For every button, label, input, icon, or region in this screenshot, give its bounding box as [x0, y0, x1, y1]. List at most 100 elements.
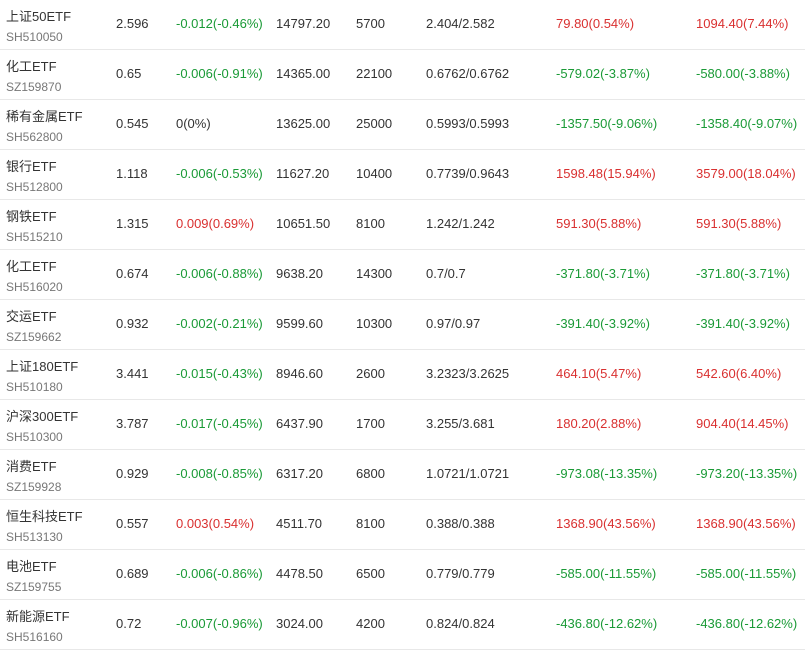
holding-profit-loss: -436.80(-12.62%) — [556, 616, 658, 631]
fund-code: SZ159755 — [6, 580, 62, 594]
table-row[interactable]: 电池ETF SZ159755 0.689 -0.006(-0.86%) 4478… — [0, 550, 805, 600]
fund-name[interactable]: 钢铁ETF — [6, 209, 57, 224]
fund-code: SH510050 — [6, 30, 63, 44]
price-change: 0.003(0.54%) — [176, 516, 255, 531]
market-value: 3024.00 — [276, 616, 323, 631]
table-row[interactable]: 稀有金属ETF SH562800 0.545 0(0%) 13625.00 25… — [0, 100, 805, 150]
fund-code: SH510180 — [6, 380, 63, 394]
market-value: 11627.20 — [276, 166, 330, 181]
price-change: -0.006(-0.53%) — [176, 166, 263, 181]
price-change: -0.006(-0.91%) — [176, 66, 263, 81]
total-profit-loss: -585.00(-11.55%) — [696, 566, 797, 581]
fund-name-cell[interactable]: 上证180ETF SH510180 — [6, 359, 78, 395]
fund-code: SZ159928 — [6, 480, 62, 494]
holding-quantity: 2600 — [356, 366, 385, 381]
table-row[interactable]: 上证180ETF SH510180 3.441 -0.015(-0.43%) 8… — [0, 350, 805, 400]
fund-code: SH516020 — [6, 280, 63, 294]
table-row[interactable]: 上证50ETF SH510050 2.596 -0.012(-0.46%) 14… — [0, 0, 805, 50]
table-row[interactable]: 化工ETF SH516020 0.674 -0.006(-0.88%) 9638… — [0, 250, 805, 300]
cost-price: 0.5993/0.5993 — [426, 116, 510, 131]
cost-price: 0.7/0.7 — [426, 266, 466, 281]
total-profit-loss: -1358.40(-9.07%) — [696, 116, 798, 131]
total-profit-loss: -973.20(-13.35%) — [696, 466, 798, 481]
total-profit-loss: 3579.00(18.04%) — [696, 166, 796, 181]
fund-name-cell[interactable]: 上证50ETF SH510050 — [6, 9, 71, 45]
fund-name[interactable]: 上证50ETF — [6, 9, 72, 24]
fund-name[interactable]: 上证180ETF — [6, 359, 79, 374]
fund-name-cell[interactable]: 稀有金属ETF SH562800 — [6, 109, 83, 145]
cost-price: 0.6762/0.6762 — [426, 66, 510, 81]
fund-code: SZ159870 — [6, 80, 62, 94]
fund-code: SH562800 — [6, 130, 63, 144]
table-row[interactable]: 消费ETF SZ159928 0.929 -0.008(-0.85%) 6317… — [0, 450, 805, 500]
table-row[interactable]: 银行ETF SH512800 1.118 -0.006(-0.53%) 1162… — [0, 150, 805, 200]
market-value: 6437.90 — [276, 416, 323, 431]
fund-name-cell[interactable]: 恒生科技ETF SH513130 — [6, 509, 83, 545]
fund-name[interactable]: 消费ETF — [6, 459, 57, 474]
fund-name[interactable]: 沪深300ETF — [6, 409, 79, 424]
fund-name-cell[interactable]: 电池ETF SZ159755 — [6, 559, 61, 595]
total-profit-loss: -436.80(-12.62%) — [696, 616, 798, 631]
holding-quantity: 4200 — [356, 616, 385, 631]
latest-price: 0.932 — [116, 316, 149, 331]
holding-quantity: 25000 — [356, 116, 393, 131]
price-change: -0.015(-0.43%) — [176, 366, 263, 381]
fund-name-cell[interactable]: 化工ETF SH516020 — [6, 259, 63, 295]
fund-name[interactable]: 稀有金属ETF — [6, 109, 83, 124]
fund-name-cell[interactable]: 钢铁ETF SH515210 — [6, 209, 63, 245]
latest-price: 0.557 — [116, 516, 149, 531]
fund-name-cell[interactable]: 银行ETF SH512800 — [6, 159, 63, 195]
latest-price: 0.545 — [116, 116, 149, 131]
fund-name[interactable]: 恒生科技ETF — [6, 509, 83, 524]
market-value: 13625.00 — [276, 116, 331, 131]
fund-code: SZ159662 — [6, 330, 62, 344]
market-value: 10651.50 — [276, 216, 331, 231]
fund-code: SH516160 — [6, 630, 63, 644]
total-profit-loss: 542.60(6.40%) — [696, 366, 782, 381]
latest-price: 3.441 — [116, 366, 149, 381]
holding-profit-loss: 79.80(0.54%) — [556, 16, 635, 31]
holding-profit-loss: 591.30(5.88%) — [556, 216, 642, 231]
total-profit-loss: 591.30(5.88%) — [696, 216, 782, 231]
fund-name-cell[interactable]: 沪深300ETF SH510300 — [6, 409, 78, 445]
table-row[interactable]: 交运ETF SZ159662 0.932 -0.002(-0.21%) 9599… — [0, 300, 805, 350]
fund-name[interactable]: 化工ETF — [6, 59, 57, 74]
holding-profit-loss: -973.08(-13.35%) — [556, 466, 658, 481]
fund-name[interactable]: 化工ETF — [6, 259, 57, 274]
latest-price: 0.689 — [116, 566, 149, 581]
holding-profit-loss: 464.10(5.47%) — [556, 366, 642, 381]
fund-name[interactable]: 电池ETF — [6, 559, 57, 574]
table-row[interactable]: 新能源ETF SH516160 0.72 -0.007(-0.96%) 3024… — [0, 600, 805, 650]
fund-name[interactable]: 新能源ETF — [6, 609, 70, 624]
cost-price: 0.97/0.97 — [426, 316, 481, 331]
market-value: 14797.20 — [276, 16, 331, 31]
table-row[interactable]: 恒生科技ETF SH513130 0.557 0.003(0.54%) 4511… — [0, 500, 805, 550]
holding-quantity: 14300 — [356, 266, 393, 281]
table-row[interactable]: 沪深300ETF SH510300 3.787 -0.017(-0.45%) 6… — [0, 400, 805, 450]
fund-name-cell[interactable]: 化工ETF SZ159870 — [6, 59, 61, 95]
holding-quantity: 6500 — [356, 566, 385, 581]
fund-name-cell[interactable]: 消费ETF SZ159928 — [6, 459, 61, 495]
market-value: 9599.60 — [276, 316, 323, 331]
price-change: 0(0%) — [176, 116, 211, 131]
market-value: 8946.60 — [276, 366, 323, 381]
fund-name[interactable]: 银行ETF — [6, 159, 57, 174]
table-row[interactable]: 钢铁ETF SH515210 1.315 0.009(0.69%) 10651.… — [0, 200, 805, 250]
holding-profit-loss: 1598.48(15.94%) — [556, 166, 656, 181]
table-row[interactable]: 化工ETF SZ159870 0.65 -0.006(-0.91%) 14365… — [0, 50, 805, 100]
cost-price: 0.388/0.388 — [426, 516, 495, 531]
market-value: 14365.00 — [276, 66, 331, 81]
latest-price: 0.929 — [116, 466, 149, 481]
fund-code: SH515210 — [6, 230, 63, 244]
latest-price: 1.118 — [116, 166, 148, 181]
cost-price: 1.0721/1.0721 — [426, 466, 510, 481]
fund-name-cell[interactable]: 交运ETF SZ159662 — [6, 309, 61, 345]
price-change: -0.008(-0.85%) — [176, 466, 263, 481]
price-change: -0.006(-0.88%) — [176, 266, 263, 281]
price-change: -0.012(-0.46%) — [176, 16, 263, 31]
fund-name-cell[interactable]: 新能源ETF SH516160 — [6, 609, 70, 645]
holding-quantity: 6800 — [356, 466, 385, 481]
fund-name[interactable]: 交运ETF — [6, 309, 57, 324]
holding-quantity: 5700 — [356, 16, 385, 31]
fund-code: SH512800 — [6, 180, 63, 194]
